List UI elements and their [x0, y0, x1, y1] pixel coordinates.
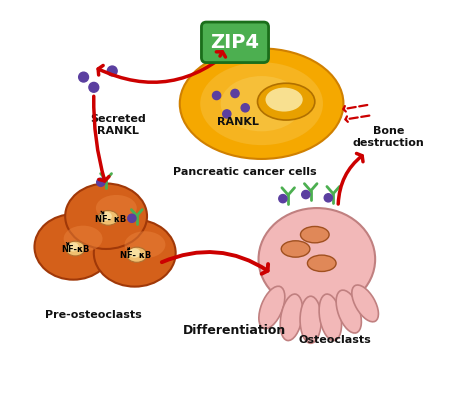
- Ellipse shape: [101, 212, 112, 221]
- Text: Pancreatic cancer cells: Pancreatic cancer cells: [173, 167, 317, 177]
- Ellipse shape: [129, 248, 141, 258]
- Ellipse shape: [319, 294, 342, 341]
- Ellipse shape: [98, 211, 118, 225]
- Ellipse shape: [126, 247, 147, 262]
- Circle shape: [223, 110, 231, 118]
- Ellipse shape: [200, 62, 323, 145]
- Ellipse shape: [66, 241, 85, 256]
- Ellipse shape: [307, 255, 336, 272]
- Text: RANKL: RANKL: [217, 117, 258, 127]
- Circle shape: [324, 194, 332, 202]
- Text: ZIP4: ZIP4: [211, 33, 259, 52]
- Circle shape: [78, 72, 88, 82]
- Ellipse shape: [63, 226, 102, 252]
- Text: Secreted
RANKL: Secreted RANKL: [91, 114, 146, 136]
- Ellipse shape: [352, 285, 378, 322]
- Circle shape: [97, 178, 105, 186]
- Ellipse shape: [336, 290, 361, 333]
- Ellipse shape: [65, 183, 147, 249]
- Circle shape: [212, 91, 221, 100]
- Text: Pre-osteoclasts: Pre-osteoclasts: [46, 310, 142, 321]
- Circle shape: [128, 214, 136, 222]
- Text: Differentiation: Differentiation: [183, 324, 287, 337]
- Ellipse shape: [266, 88, 303, 112]
- Ellipse shape: [300, 227, 329, 243]
- Ellipse shape: [281, 241, 310, 257]
- Text: NF- κB: NF- κB: [120, 251, 152, 260]
- Ellipse shape: [34, 214, 112, 280]
- Circle shape: [302, 190, 310, 199]
- Text: Bone
destruction: Bone destruction: [352, 126, 424, 148]
- Ellipse shape: [221, 76, 303, 131]
- Ellipse shape: [94, 220, 176, 287]
- Ellipse shape: [258, 208, 375, 310]
- Ellipse shape: [125, 231, 165, 258]
- Text: NF-κB: NF-κB: [61, 245, 90, 254]
- Circle shape: [241, 104, 249, 112]
- Circle shape: [231, 89, 239, 98]
- Circle shape: [107, 66, 117, 76]
- Circle shape: [279, 194, 287, 203]
- Circle shape: [89, 82, 99, 92]
- FancyBboxPatch shape: [202, 22, 268, 63]
- Ellipse shape: [300, 296, 321, 343]
- Ellipse shape: [259, 286, 285, 329]
- Ellipse shape: [180, 49, 344, 159]
- Text: NF- κB: NF- κB: [94, 215, 126, 224]
- Ellipse shape: [280, 294, 303, 341]
- Ellipse shape: [96, 195, 137, 221]
- Text: Osteoclasts: Osteoclasts: [299, 335, 372, 345]
- Ellipse shape: [68, 242, 79, 251]
- Ellipse shape: [258, 83, 315, 120]
